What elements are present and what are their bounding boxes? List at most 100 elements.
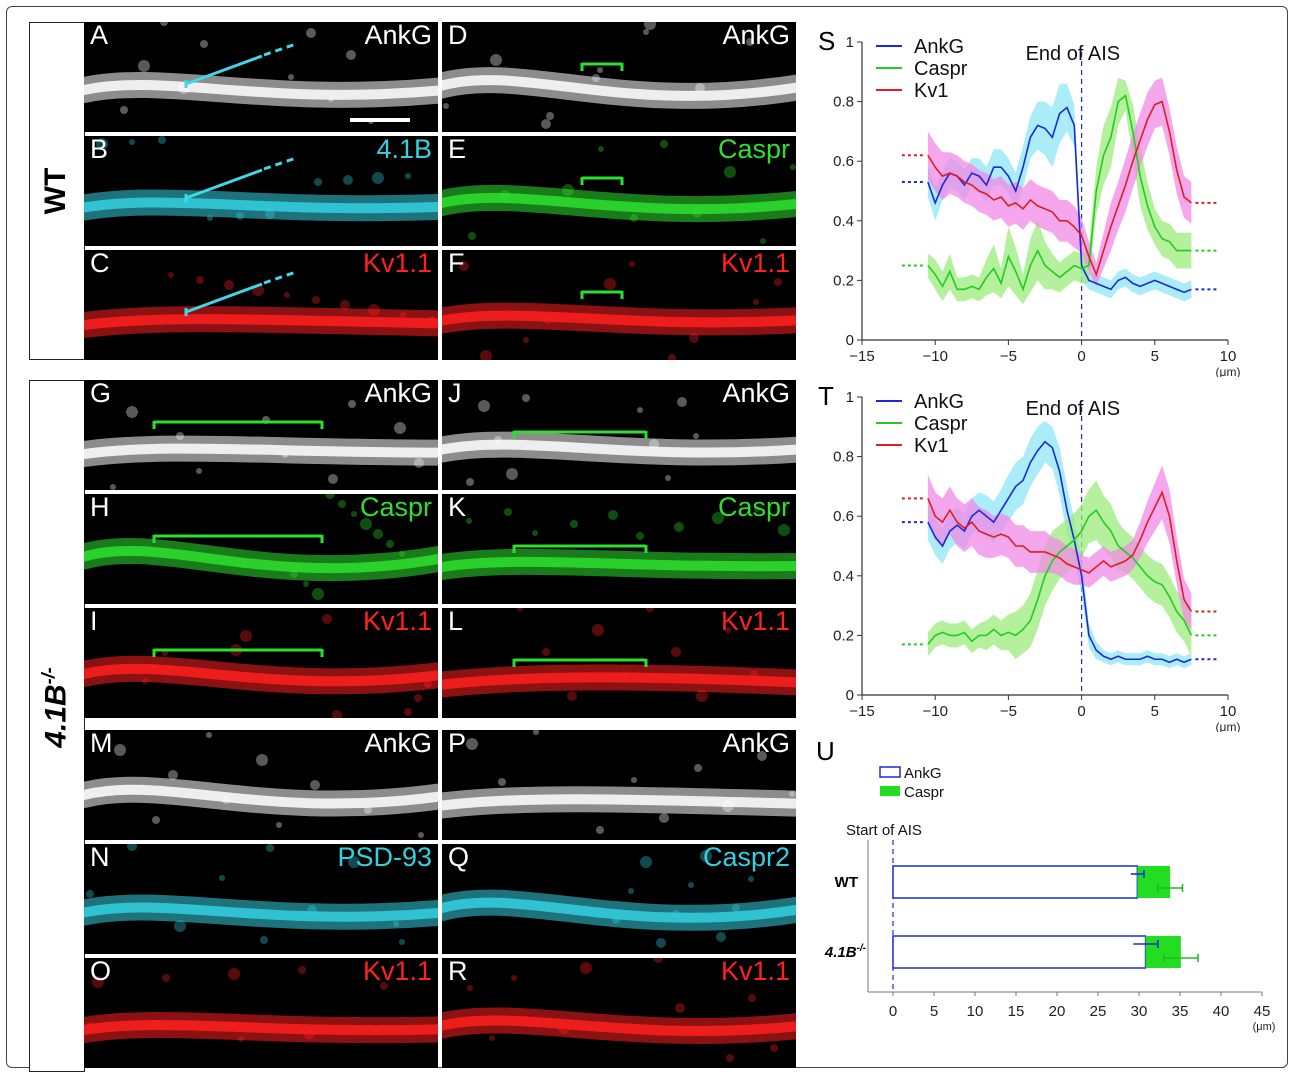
puncta: [405, 173, 411, 179]
micrograph-panel-h: H Caspr: [84, 494, 438, 604]
x-unit-label: (μm): [1216, 365, 1241, 377]
chart-panel-letter: U: [816, 736, 835, 766]
puncta: [240, 630, 252, 642]
bracket: [512, 430, 648, 439]
x-unit-label: (μm): [1216, 720, 1241, 732]
panel-letter: P: [448, 730, 467, 758]
puncta: [96, 138, 108, 150]
puncta: [142, 678, 148, 684]
puncta: [304, 1030, 314, 1040]
panel-marker-label: AnkG: [364, 22, 432, 50]
puncta: [168, 272, 174, 278]
axon-core: [84, 663, 438, 687]
x-tick-label: 35: [1172, 1003, 1189, 1020]
puncta: [466, 518, 472, 524]
y-tick-label: 0: [846, 687, 854, 704]
panel-marker-label: Kv1.1: [720, 608, 790, 636]
puncta: [753, 299, 759, 305]
axon-core: [84, 197, 438, 214]
legend-label: AnkG: [914, 391, 964, 413]
x-tick-label: −15: [849, 703, 874, 720]
series-line-kv1: [927, 100, 1192, 277]
axon-core: [84, 80, 438, 100]
puncta: [668, 354, 676, 360]
axon-core: [442, 794, 796, 811]
y-tick-label: 0.2: [833, 272, 854, 289]
micrograph-panel-e: E Caspr: [442, 136, 796, 246]
puncta: [612, 916, 620, 924]
puncta: [675, 1003, 685, 1013]
legend-swatch-caspr: [880, 786, 900, 796]
puncta: [200, 40, 208, 48]
puncta: [649, 439, 659, 449]
micrograph-panel-a: A AnkG: [84, 22, 438, 132]
legend-label: Kv1: [914, 80, 948, 102]
puncta: [722, 800, 734, 812]
puncta: [546, 112, 554, 120]
puncta: [303, 581, 309, 587]
puncta: [778, 524, 790, 536]
puncta: [266, 844, 274, 852]
puncta: [110, 484, 116, 490]
panel-letter: M: [90, 730, 113, 758]
puncta: [312, 296, 320, 304]
puncta: [138, 60, 150, 72]
puncta: [152, 816, 160, 824]
panel-letter: B: [90, 136, 109, 164]
micrograph-image: [442, 261, 796, 360]
puncta: [695, 83, 705, 93]
puncta: [774, 278, 782, 286]
puncta: [86, 890, 94, 898]
ais-line-dashed: [263, 270, 297, 285]
x-tick-label: 40: [1213, 1003, 1230, 1020]
puncta: [523, 337, 529, 343]
puncta: [393, 921, 399, 927]
ais-line: [185, 282, 263, 314]
micrograph-panel-k: K Caspr: [442, 494, 796, 604]
micrograph-panel-r: R Kv1.1: [442, 958, 796, 1068]
panel-marker-label: AnkG: [722, 380, 790, 408]
micrograph-panel-f: F Kv1.1: [442, 250, 796, 360]
puncta: [644, 22, 656, 30]
puncta: [276, 822, 282, 828]
puncta: [368, 304, 380, 316]
axon-core: [84, 443, 438, 459]
puncta: [754, 506, 760, 512]
puncta: [174, 920, 186, 932]
puncta: [643, 29, 649, 35]
puncta: [480, 350, 492, 360]
puncta: [160, 22, 168, 26]
puncta: [522, 394, 530, 402]
micrograph-panel-q: Q Caspr2: [442, 844, 796, 954]
puncta: [374, 1028, 380, 1034]
micrograph-image: [442, 608, 796, 702]
panel-marker-label: Kv1.1: [362, 250, 432, 278]
bracket: [512, 658, 648, 667]
ko-condition-box: [29, 380, 85, 1072]
puncta: [373, 529, 383, 539]
puncta: [500, 190, 510, 200]
x-tick-label: 15: [1008, 1003, 1025, 1020]
panel-letter: L: [448, 608, 464, 636]
legend-label: Caspr: [904, 784, 944, 801]
puncta: [380, 982, 388, 990]
puncta: [282, 452, 288, 458]
y-tick-label: 1: [846, 389, 854, 406]
panel-letter: G: [90, 380, 112, 408]
line-chart-t: T 0 0.2 0.4 0.6 0.8 1 −15 −10 −5 0 5 10(μm) End of AI…: [818, 381, 1241, 732]
puncta: [726, 1054, 734, 1062]
puncta: [338, 500, 346, 508]
panel-letter: O: [90, 958, 112, 986]
puncta: [360, 518, 372, 530]
puncta: [629, 261, 635, 267]
x-tick-label: −5: [1000, 703, 1017, 720]
puncta: [351, 511, 357, 517]
axon-core: [84, 1020, 438, 1036]
puncta: [290, 570, 298, 578]
micrograph-image: [442, 22, 796, 129]
micrograph-panel-b: B 4.1B: [84, 136, 438, 246]
ko-label-base: 4.1B: [39, 684, 73, 748]
x-tick-label: −10: [922, 348, 947, 365]
puncta: [544, 316, 552, 324]
